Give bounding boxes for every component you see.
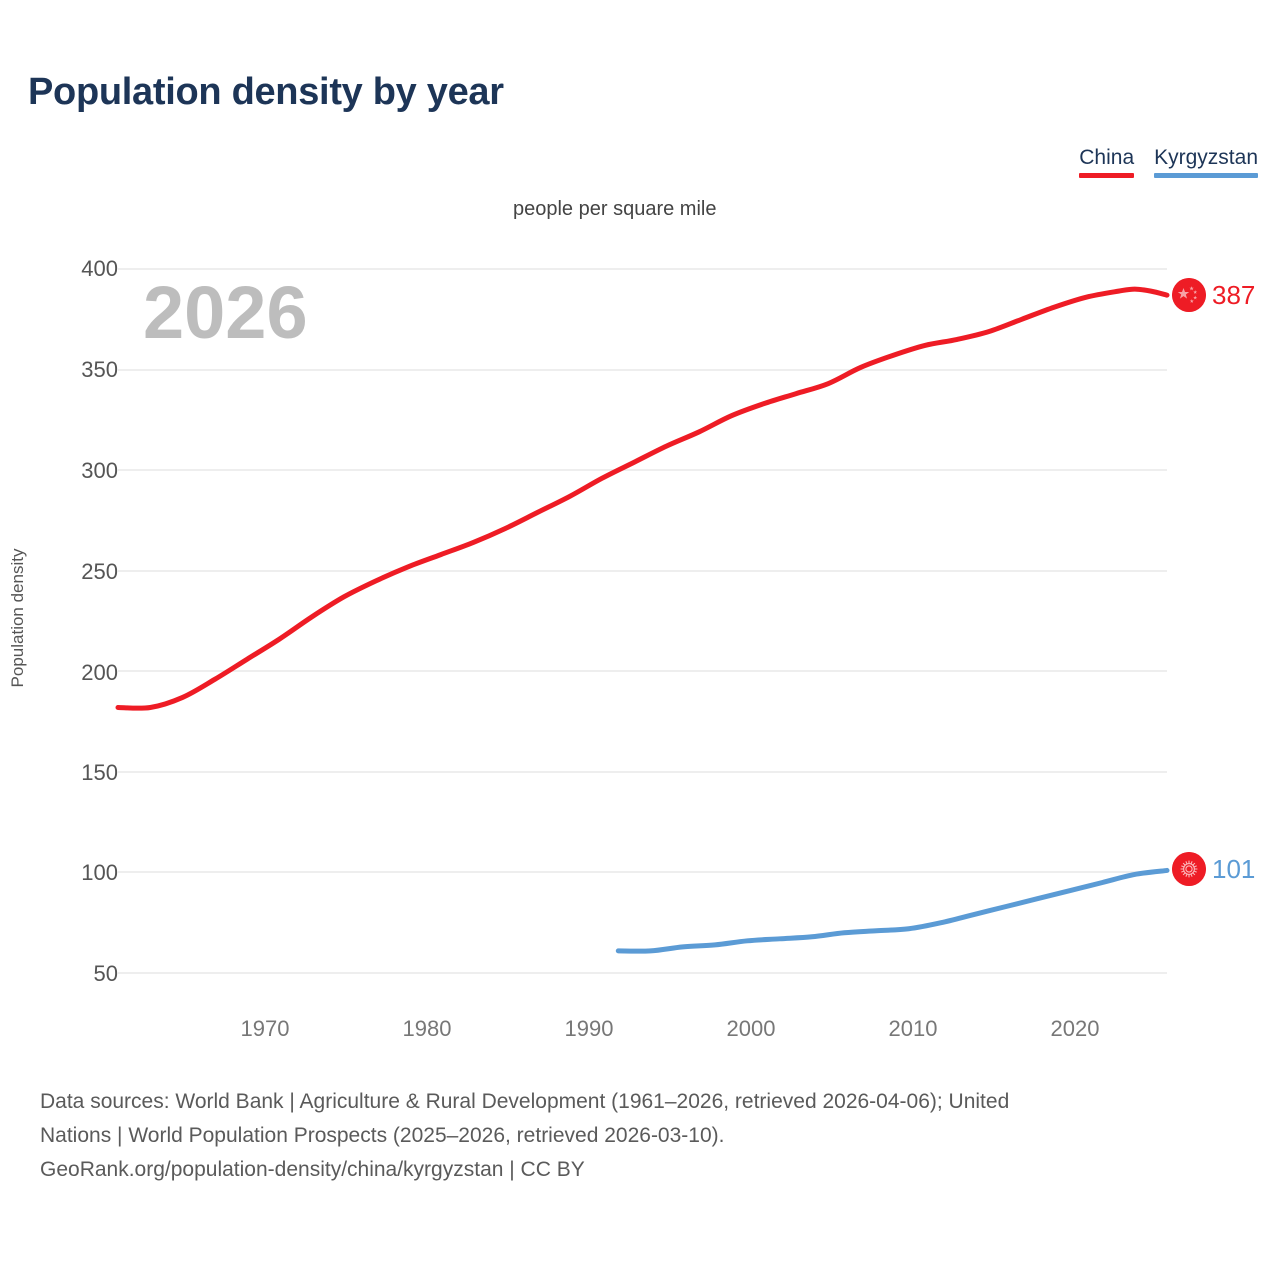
units-label: people per square mile [513,198,717,220]
x-tick-1980: 1980 [402,1016,452,1041]
footer-line-2: Nations | World Population Prospects (20… [40,1124,725,1148]
x-tick-2010: 2010 [888,1016,938,1041]
legend-swatch-kyrgyzstan [1154,173,1258,179]
page-title: Population density by year [28,71,504,113]
legend-label-china: China [1079,146,1135,169]
y-tick-100: 100 [81,860,118,885]
y-tick-350: 350 [81,357,118,382]
y-tick-150: 150 [81,760,118,785]
legend-item-kyrgyzstan[interactable]: Kyrgyzstan [1154,146,1258,179]
endpoint-china[interactable]: 387 [1172,278,1255,312]
x-tick-2020: 2020 [1050,1016,1100,1041]
legend-label-kyrgyzstan: Kyrgyzstan [1154,146,1258,169]
chart-svg [115,268,1170,974]
legend-swatch-china [1079,173,1135,179]
endpoint-kyrgyzstan[interactable]: 101 [1172,852,1255,886]
kyrgyzstan-flag-icon [1172,852,1206,886]
x-tick-1970: 1970 [240,1016,290,1041]
y-tick-200: 200 [81,660,118,685]
y-tick-50: 50 [93,961,118,986]
endpoint-value-kyrgyzstan: 101 [1212,854,1256,884]
china-flag-icon [1172,278,1206,312]
legend: China Kyrgyzstan [1079,146,1258,179]
gridlines [118,268,1167,974]
footer-line-3: GeoRank.org/population-density/china/kyr… [40,1158,585,1182]
endpoint-value-china: 387 [1212,280,1256,310]
footer-line-1: Data sources: World Bank | Agriculture &… [40,1090,1010,1113]
legend-item-china[interactable]: China [1079,146,1135,179]
series-line-kyrgyzstan [615,867,1170,954]
watermark-year: 2026 [143,271,308,354]
y-tick-400: 400 [81,256,118,281]
footer-sources: Data sources: World Bank | Agriculture &… [40,1085,1255,1187]
plot-area: 2026 Population density 400 350 300 250 … [8,256,1255,1041]
x-tick-2000: 2000 [726,1016,776,1041]
y-tick-250: 250 [81,559,118,584]
x-tick-1990: 1990 [564,1016,614,1041]
y-tick-300: 300 [81,458,118,483]
series-line-china [115,286,1170,711]
